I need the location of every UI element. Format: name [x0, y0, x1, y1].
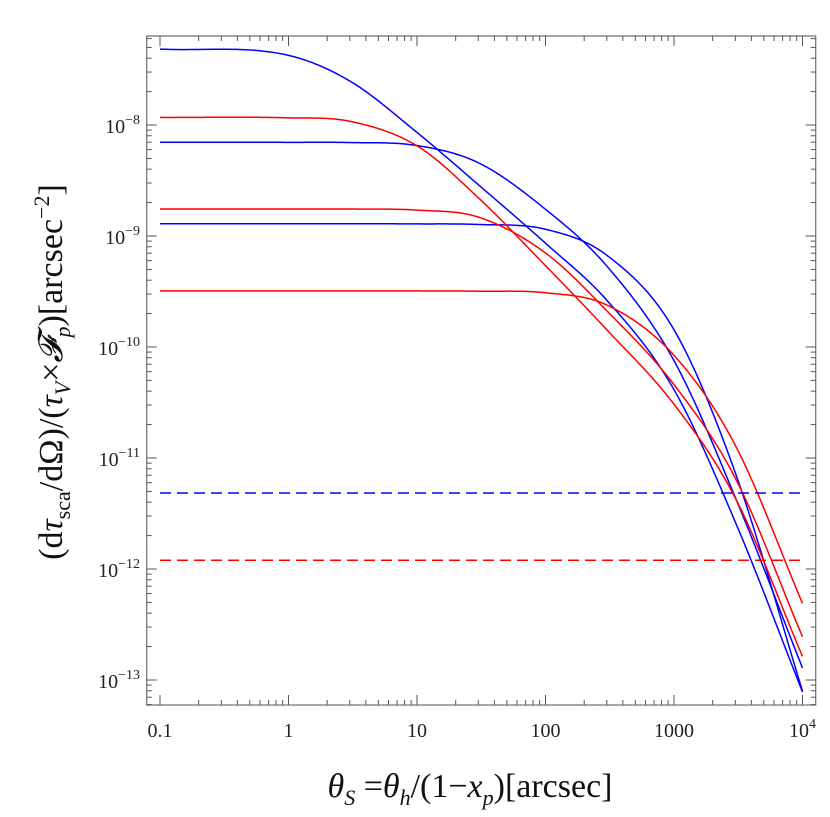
series-line-blue-2 [160, 222, 804, 692]
x-tick-label: 100 [531, 720, 561, 742]
series-line-blue-1 [159, 141, 804, 669]
y-tick-label: 10−10 [98, 335, 140, 360]
y-axis-label: (dτsca/dΩ)/(τV×𝓕p)[arcsec−2] [29, 184, 75, 560]
plot-border [146, 35, 817, 706]
y-tick-label: 10−12 [98, 557, 140, 582]
tick-labels: 0.1 1 10 100 1000 104 10−8 10−9 10−10 10−11 10−12 1… [98, 113, 816, 742]
x-tick-label: 10 [407, 720, 427, 742]
y-tick-label: 10−11 [99, 446, 140, 471]
series-line-blue-0 [159, 48, 804, 693]
x-axis-label: θS =θh/(1−xp)[arcsec] [327, 768, 612, 810]
series-line-red-5 [160, 290, 804, 604]
y-tick-label: 10−9 [105, 224, 140, 249]
y-tick-label: 10−13 [98, 668, 140, 693]
plot-frame [146, 35, 817, 706]
axis-ticks [146, 36, 816, 706]
x-tick-label: 1000 [654, 720, 694, 742]
x-tick-label: 0.1 [148, 720, 173, 742]
series-group [159, 48, 804, 693]
series-line-red-4 [160, 208, 804, 638]
y-tick-label: 10−8 [105, 113, 140, 138]
series-line-red-3 [159, 116, 804, 657]
x-tick-label: 104 [789, 717, 816, 742]
x-tick-label: 1 [284, 720, 294, 742]
